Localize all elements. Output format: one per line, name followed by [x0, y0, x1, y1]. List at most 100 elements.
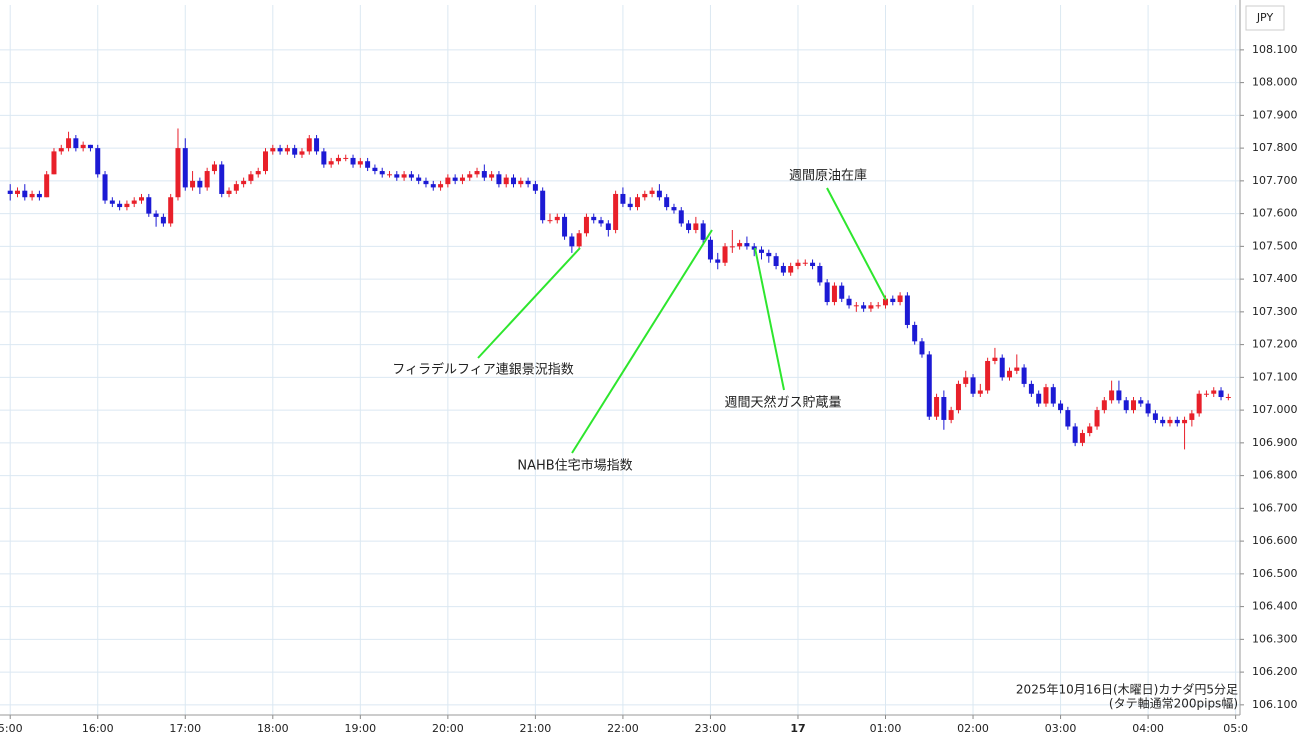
x-tick-label: 19:00 — [344, 722, 376, 735]
candle-body — [350, 157, 356, 165]
chart-note: (タテ軸通常200pips幅) — [1109, 696, 1238, 711]
candle-body — [503, 177, 509, 185]
candle-body — [117, 203, 123, 208]
y-tick-label: 107.000 — [1252, 403, 1298, 416]
y-tick-label: 106.600 — [1252, 534, 1298, 547]
candle-body — [547, 220, 553, 222]
candle-body — [270, 148, 276, 152]
candle-body — [1152, 413, 1158, 420]
candle-body — [292, 148, 298, 155]
x-tick-label: 5:00 — [0, 722, 23, 735]
candle-body — [263, 151, 269, 172]
currency-box — [1245, 5, 1285, 31]
annotation: NAHB住宅市場指数 — [517, 458, 632, 474]
candle-body — [445, 177, 451, 185]
candle-body — [1028, 383, 1034, 394]
x-tick-label: 05:0 — [1223, 722, 1248, 735]
candle-body — [977, 390, 983, 394]
candle-body — [605, 223, 611, 230]
candle-body — [583, 216, 589, 234]
candle-body — [131, 200, 137, 204]
candle-body — [1131, 400, 1137, 411]
x-tick-label: 20:00 — [432, 722, 464, 735]
candle-body — [780, 266, 786, 273]
candle-body — [1036, 393, 1042, 404]
x-tick-label: 23:00 — [695, 722, 727, 735]
candle-body — [518, 180, 524, 185]
candle-body — [321, 151, 327, 165]
candle-body — [613, 193, 619, 230]
annotation: 週間天然ガス貯蔵量 — [724, 395, 841, 411]
candle-body — [883, 298, 889, 306]
candle-body — [868, 305, 874, 309]
candle-body — [693, 223, 699, 230]
candle-body — [226, 190, 232, 194]
y-tick-label: 106.700 — [1252, 501, 1298, 514]
candle-body — [401, 174, 407, 178]
candle-body — [707, 239, 713, 260]
candle-body — [540, 190, 546, 221]
y-tick-label: 107.700 — [1252, 174, 1298, 187]
y-tick-label: 107.400 — [1252, 272, 1298, 285]
y-tick-label: 106.400 — [1252, 600, 1298, 613]
candle-body — [496, 174, 502, 185]
y-tick-label: 107.500 — [1252, 239, 1298, 252]
annotation-line — [826, 187, 887, 301]
candle-body — [87, 144, 93, 149]
candle-body — [532, 184, 538, 191]
candle-body — [489, 174, 495, 178]
candle-body — [664, 197, 670, 208]
candle-body — [919, 341, 925, 355]
candle-body — [598, 220, 604, 224]
candle-body — [233, 184, 239, 191]
candle-body — [773, 256, 779, 267]
y-tick-label: 107.100 — [1252, 370, 1298, 383]
candle-body — [197, 180, 203, 188]
candle-body — [1218, 390, 1224, 398]
candle-body — [22, 190, 28, 198]
candle-body — [452, 177, 458, 181]
candle-body — [1211, 390, 1217, 394]
candle-body — [277, 148, 283, 152]
x-tick-label: 03:00 — [1045, 722, 1077, 735]
candle-body — [627, 203, 633, 208]
candle-body — [890, 298, 896, 303]
x-tick-label: 16:00 — [82, 722, 114, 735]
candle-body — [7, 190, 13, 194]
candle-body — [562, 216, 568, 237]
candle-body — [511, 177, 517, 185]
candle-body — [642, 193, 648, 198]
candle-body — [160, 216, 166, 224]
candle-body — [474, 171, 480, 175]
chart-note: 2025年10月16日(木曜日)カナダ円5分足 — [1016, 682, 1238, 697]
candle-body — [766, 252, 772, 257]
candle-body — [248, 174, 254, 181]
candle-body — [1138, 400, 1144, 404]
candle-body — [124, 203, 130, 208]
y-tick-label: 107.600 — [1252, 207, 1298, 220]
candle-body — [1065, 410, 1071, 427]
candle-body — [343, 157, 349, 159]
candle-body — [408, 174, 414, 178]
y-tick-label: 106.200 — [1252, 665, 1298, 678]
candle-body — [1101, 400, 1107, 411]
candle-body — [788, 266, 794, 273]
candle-body — [839, 285, 845, 299]
candle-body — [649, 190, 655, 194]
candle-body — [1225, 397, 1231, 399]
candle-body — [394, 174, 400, 178]
candle-body — [459, 177, 465, 181]
candle-body — [379, 171, 385, 175]
candle-body — [853, 305, 859, 307]
candle-body — [1189, 413, 1195, 420]
candle-body — [912, 324, 918, 342]
candle-body — [941, 397, 947, 420]
x-tick-label: 22:00 — [607, 722, 639, 735]
candle-body — [44, 174, 50, 198]
y-tick-label: 108.000 — [1252, 76, 1298, 89]
candle-body — [846, 298, 852, 306]
x-tick-label: 01:00 — [870, 722, 902, 735]
candle-body — [255, 171, 261, 175]
candle-body — [438, 184, 444, 188]
